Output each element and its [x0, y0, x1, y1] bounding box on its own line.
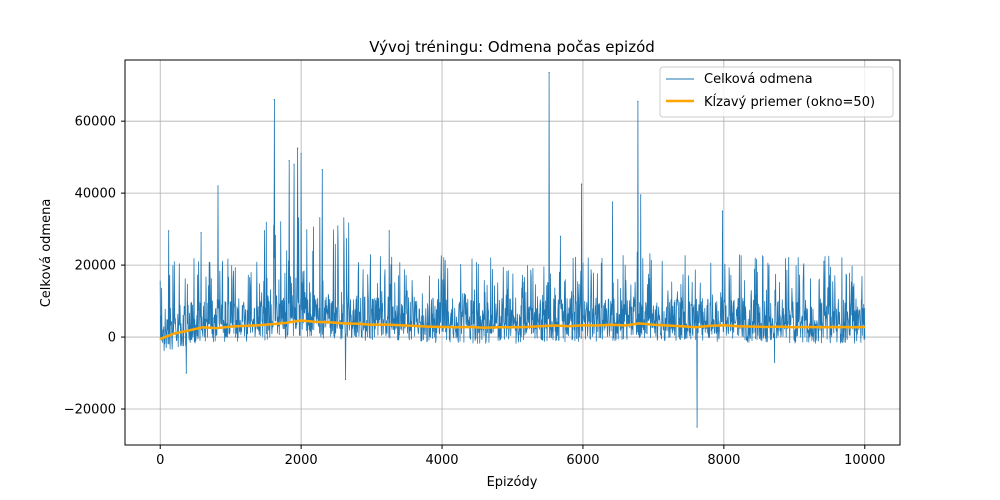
x-tick-label: 8000	[707, 453, 740, 468]
moving-average-point	[187, 329, 190, 332]
moving-average-point	[370, 324, 373, 326]
reward-peak-point	[344, 378, 347, 381]
moving-average-point	[596, 324, 598, 327]
moving-average-point	[737, 325, 739, 328]
moving-average-point	[497, 326, 500, 329]
chart-title: Vývoj tréningu: Odmena počas epizód	[369, 38, 655, 56]
moving-average-point	[666, 324, 669, 327]
legend-label-moving-average: Kĺzavý priemer (okno=50)	[704, 94, 875, 110]
y-axis-label: Celková odmena	[39, 199, 54, 308]
y-tick-label: −20000	[64, 403, 116, 418]
moving-average-point	[539, 325, 542, 328]
moving-average-point	[821, 326, 824, 329]
series-layer	[159, 71, 866, 428]
legend-label-reward: Celková odmena	[704, 72, 813, 87]
reward-peak-point	[696, 426, 698, 428]
moving-average-point	[863, 326, 866, 328]
reward-peak-point	[637, 100, 639, 102]
moving-average-point	[708, 325, 711, 327]
reward-peak-point	[200, 232, 202, 234]
reward-peak-point	[788, 257, 790, 259]
plot-frame	[124, 59, 901, 446]
reward-peak-point	[721, 210, 724, 212]
moving-average-point	[286, 321, 288, 324]
moving-average-point	[229, 325, 232, 328]
moving-average-point	[201, 326, 204, 329]
reward-peak-point	[297, 147, 299, 149]
y-tick-label: 40000	[75, 187, 116, 202]
moving-average-point	[243, 325, 246, 327]
y-tick-label: 20000	[75, 259, 116, 274]
x-axis-label: Epizódy	[487, 475, 538, 490]
moving-average-point	[751, 325, 753, 328]
moving-average-point	[511, 326, 514, 329]
moving-average-point	[469, 326, 472, 328]
moving-average-point	[398, 324, 401, 326]
moving-average-point	[638, 322, 641, 325]
moving-average-point	[441, 326, 443, 328]
moving-average-point	[680, 325, 683, 328]
moving-average-point	[525, 326, 528, 328]
x-tick-label: 0	[156, 453, 164, 468]
reward-peak-point	[293, 163, 295, 165]
reward-peak-point	[611, 201, 614, 203]
reward-peak-point	[168, 230, 170, 232]
reward-peak-point	[548, 71, 550, 74]
moving-average-point	[300, 319, 302, 322]
reward-peak-point	[288, 160, 290, 162]
reward-peak-point	[263, 230, 266, 232]
moving-average-point	[652, 324, 655, 326]
x-tick-label: 6000	[566, 453, 599, 468]
moving-average-point	[258, 324, 260, 326]
reward-peak-point	[217, 185, 219, 187]
moving-average-point	[624, 324, 627, 327]
moving-average-point	[427, 325, 429, 328]
moving-average-point	[215, 327, 218, 329]
reward-peak-point	[823, 260, 825, 263]
moving-average-point	[582, 324, 584, 326]
moving-average-point	[779, 325, 782, 328]
grid	[125, 60, 900, 445]
moving-average-point	[384, 323, 387, 326]
moving-average-point	[723, 324, 725, 326]
reward-series-line	[159, 72, 866, 428]
moving-average-point	[793, 326, 796, 329]
y-tick-label: 60000	[75, 115, 116, 130]
reward-peak-point	[388, 230, 390, 232]
legend: Celková odmena Kĺzavý priemer (okno=50)	[659, 66, 894, 118]
reward-peak-point	[300, 152, 302, 155]
moving-average-point	[610, 324, 612, 326]
moving-average-point	[849, 326, 852, 329]
moving-average-point	[159, 338, 162, 340]
reward-peak-point	[321, 169, 323, 171]
moving-average-point	[314, 321, 317, 323]
x-tick-label: 2000	[285, 453, 318, 468]
reward-peak-point	[773, 361, 776, 363]
moving-average-point	[765, 326, 767, 328]
moving-average-point	[553, 324, 556, 327]
moving-average-point	[694, 326, 697, 329]
x-tick-label: 10000	[844, 453, 885, 468]
moving-average-point	[413, 325, 415, 327]
moving-average-point	[455, 326, 457, 329]
moving-average-point	[356, 322, 359, 325]
axis-ticks: 0 2000 4000 6000 8000 10000 −20000 0 20000 40000 6…	[64, 115, 886, 468]
moving-average-point	[272, 323, 274, 325]
legend-box	[659, 66, 894, 118]
x-tick-label: 4000	[425, 453, 458, 468]
y-tick-label: 0	[108, 331, 116, 346]
reward-peak-point	[273, 98, 275, 101]
moving-average-point	[483, 326, 486, 329]
moving-average-point	[807, 326, 810, 328]
reward-peak-point	[185, 372, 187, 374]
moving-average-point	[328, 321, 331, 324]
moving-average-point	[835, 326, 838, 328]
reward-peak-point	[640, 194, 642, 196]
moving-average-point	[568, 325, 570, 328]
moving-average-point	[173, 332, 176, 335]
reward-peak-point	[580, 183, 583, 185]
moving-average-point	[342, 322, 345, 325]
reward-peak-point	[559, 235, 562, 237]
